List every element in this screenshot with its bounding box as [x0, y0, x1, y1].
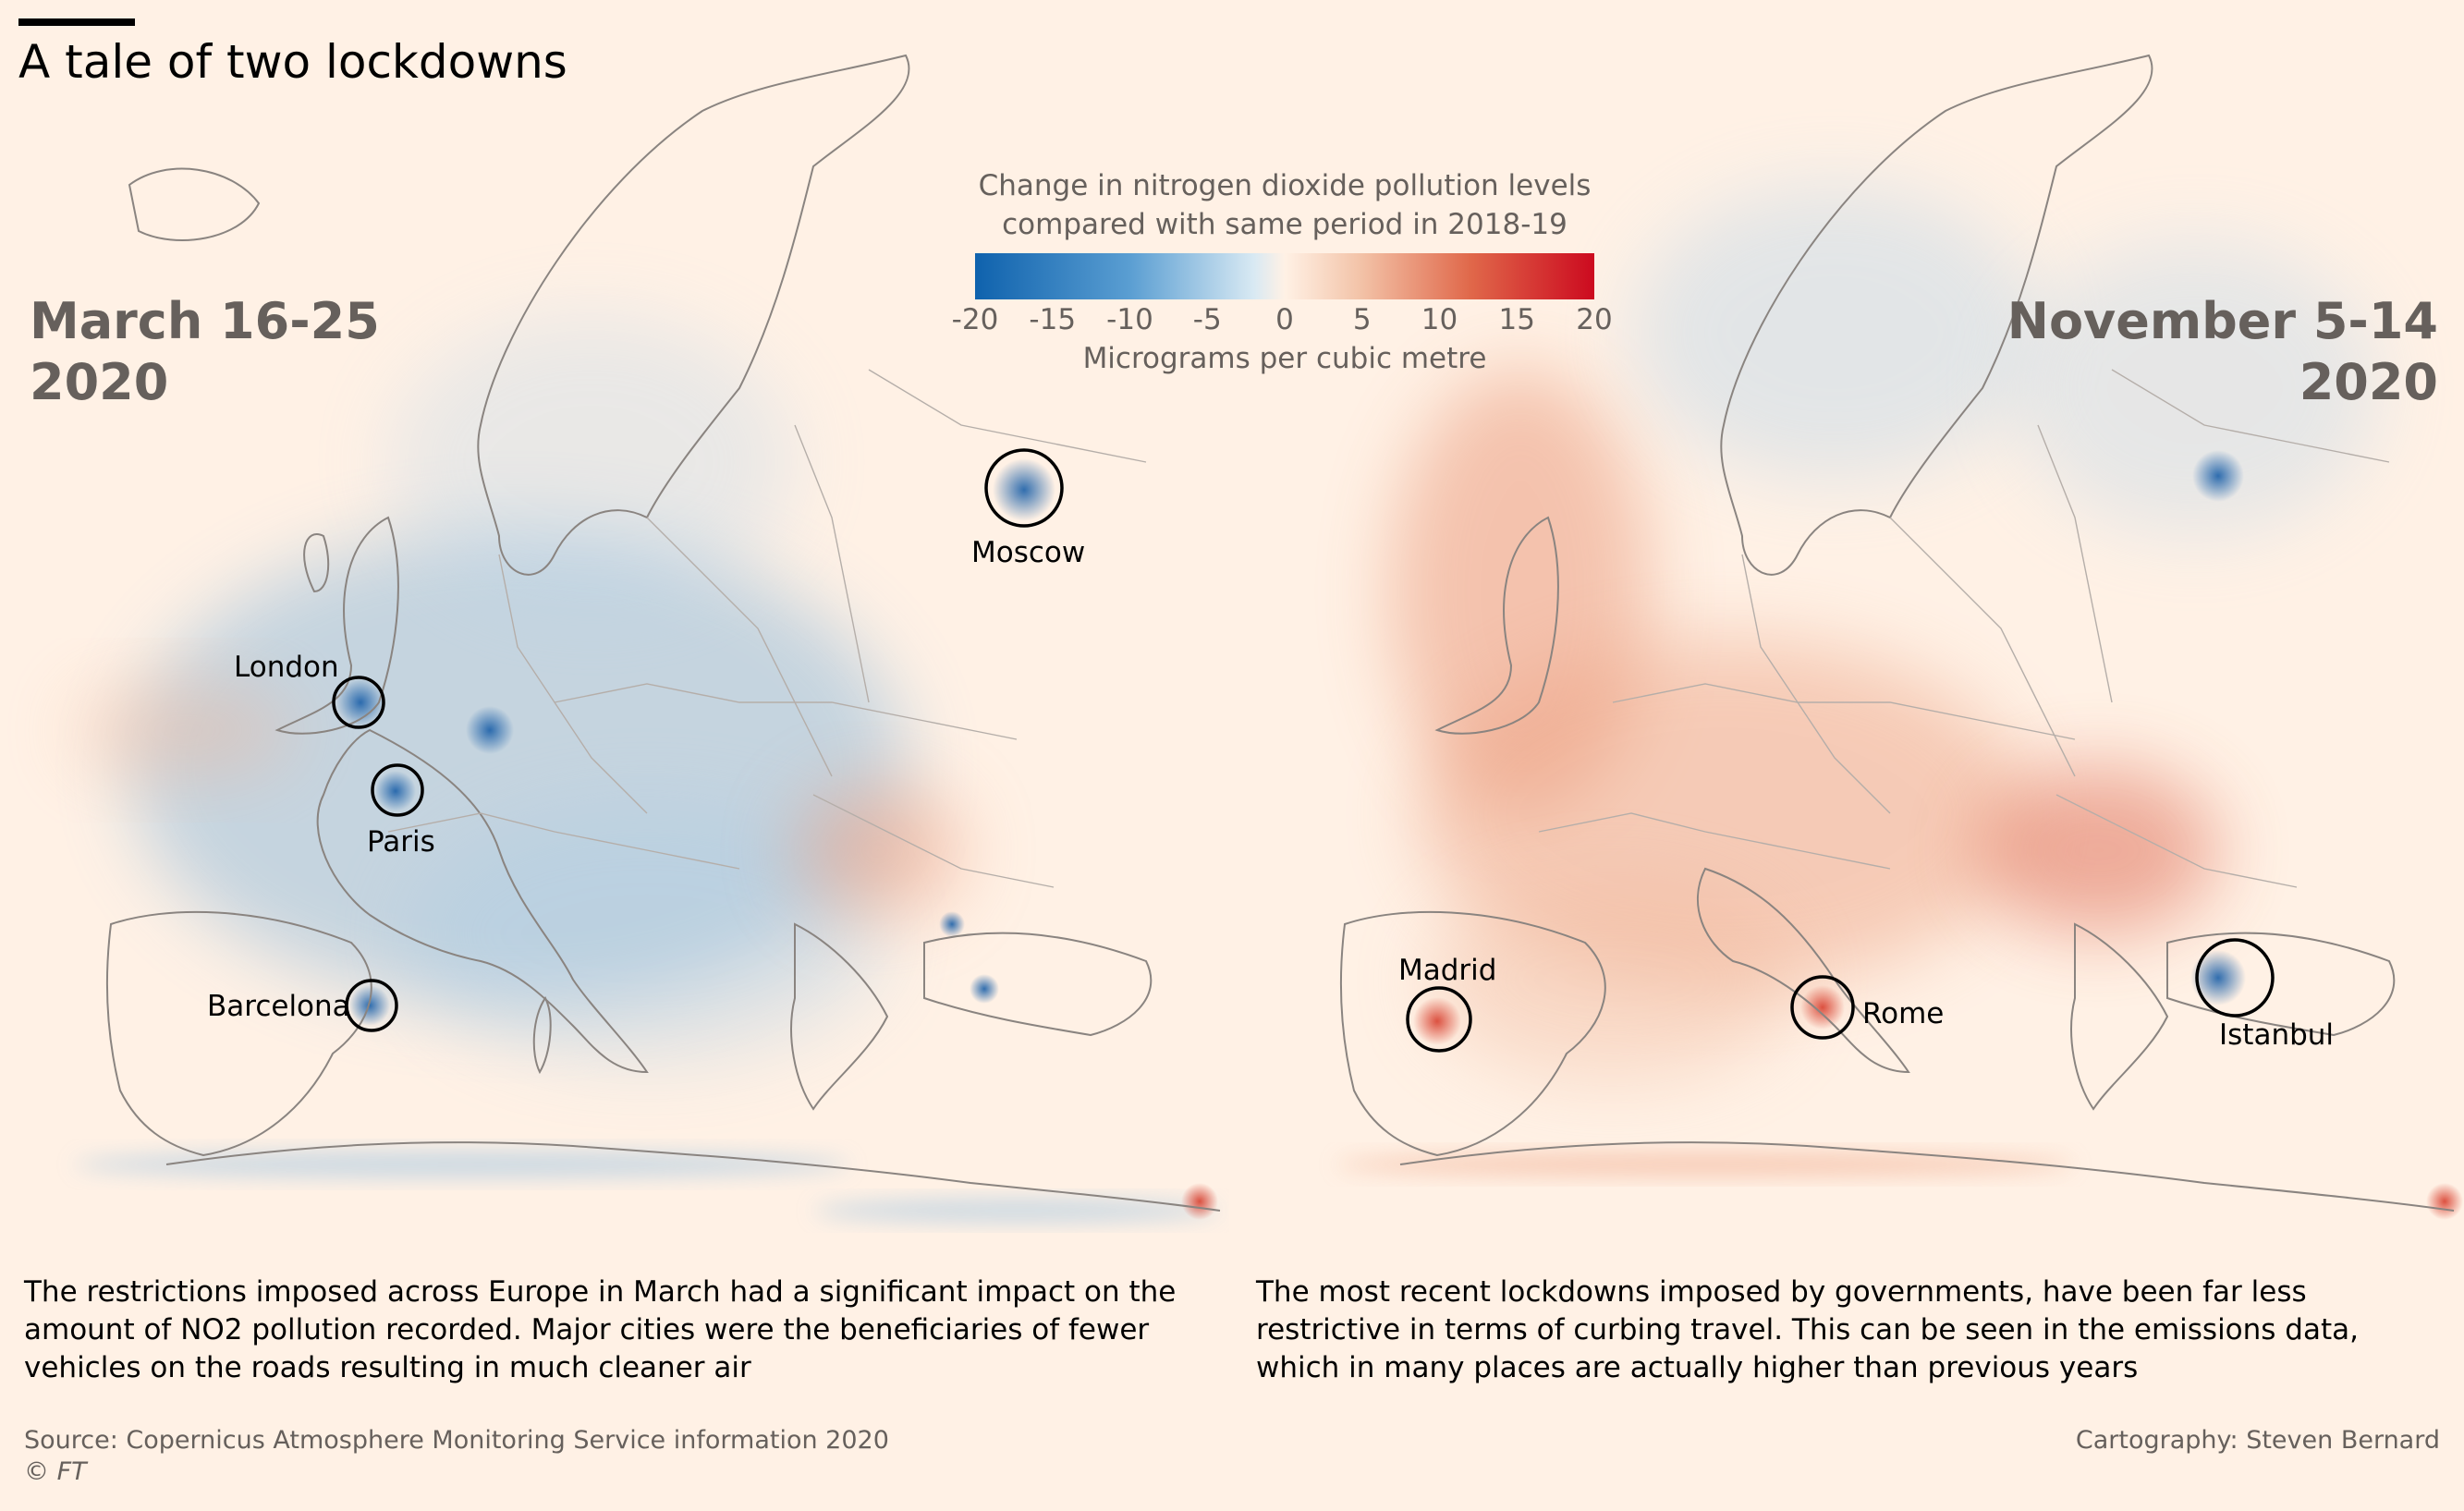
city-label-madrid: Madrid — [1398, 954, 1497, 987]
source-note: Source: Copernicus Atmosphere Monitoring… — [24, 1426, 889, 1455]
color-legend: Change in nitrogen dioxide pollution lev… — [933, 166, 1636, 375]
period-label-march: March 16-25 2020 — [30, 292, 380, 411]
map-november — [1243, 0, 2464, 1257]
madrid-marker — [1406, 986, 1472, 1053]
legend-tick: 15 — [1498, 303, 1535, 336]
london-marker — [332, 676, 385, 729]
cartography-credit: Cartography: Steven Bernard — [2075, 1426, 2440, 1455]
borders — [387, 369, 1147, 888]
city-label-paris: Paris — [367, 825, 435, 859]
legend-tick: 5 — [1352, 303, 1372, 336]
city-label-barcelona: Barcelona — [207, 990, 350, 1023]
legend-ticks: -20 -15 -10 -5 0 5 10 15 20 — [952, 303, 1613, 340]
city-markers — [332, 448, 1064, 1032]
legend-tick: -5 — [1192, 303, 1222, 336]
legend-tick: 0 — [1275, 303, 1294, 336]
legend-tick: 10 — [1421, 303, 1458, 336]
barcelona-marker — [345, 979, 398, 1032]
legend-tick: -15 — [1029, 303, 1077, 336]
borders — [1538, 369, 2390, 888]
copyright-note: © FT — [24, 1457, 87, 1486]
rome-marker — [1790, 975, 1855, 1040]
legend-tick: -20 — [951, 303, 999, 336]
title-rule — [18, 18, 135, 26]
pollution-field — [1336, 185, 2463, 1220]
period-label-november: November 5-14 2020 — [2007, 292, 2438, 411]
legend-units: Micrograms per cubic metre — [1082, 342, 1487, 375]
city-label-london: London — [234, 651, 339, 684]
legend-title: Change in nitrogen dioxide pollution lev… — [978, 169, 1592, 241]
caption-march: The restrictions imposed across Europe i… — [24, 1275, 1177, 1384]
caption-november: The most recent lockdowns imposed by gov… — [1256, 1275, 2359, 1384]
moscow-marker — [984, 448, 1064, 528]
city-markers — [1406, 938, 2275, 1053]
legend-tick: -10 — [1106, 303, 1153, 336]
city-label-rome: Rome — [1862, 997, 1945, 1030]
city-label-moscow: Moscow — [971, 536, 1086, 569]
pollution-field — [74, 314, 1220, 1222]
istanbul-marker — [2195, 938, 2275, 1017]
coastlines — [1339, 54, 2455, 1212]
coastlines — [105, 54, 1221, 1212]
city-label-istanbul: Istanbul — [2219, 1018, 2335, 1052]
legend-tick: 20 — [1576, 303, 1613, 336]
paris-marker — [371, 763, 424, 817]
legend-color-scale — [975, 253, 1594, 299]
map-march — [0, 0, 1229, 1257]
page-title: A tale of two lockdowns — [18, 35, 567, 89]
